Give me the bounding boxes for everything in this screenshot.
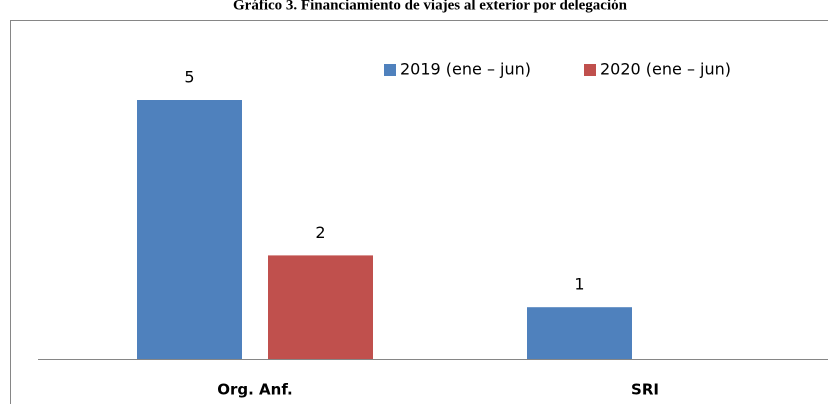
bar bbox=[268, 255, 373, 359]
legend-swatch bbox=[584, 64, 596, 76]
bar bbox=[527, 307, 632, 359]
legend-label: 2019 (ene – jun) bbox=[400, 60, 531, 79]
x-tick-label: SRI bbox=[631, 381, 659, 399]
data-label: 5 bbox=[184, 68, 194, 87]
legend-swatch bbox=[384, 64, 396, 76]
x-tick-label: Org. Anf. bbox=[217, 381, 293, 399]
data-label: 2 bbox=[315, 223, 325, 242]
chart-title: Gráfico 3. Financiamiento de viajes al e… bbox=[233, 0, 628, 13]
legend-label: 2020 (ene – jun) bbox=[600, 60, 731, 79]
data-label: 1 bbox=[574, 275, 584, 294]
bar bbox=[137, 100, 242, 359]
